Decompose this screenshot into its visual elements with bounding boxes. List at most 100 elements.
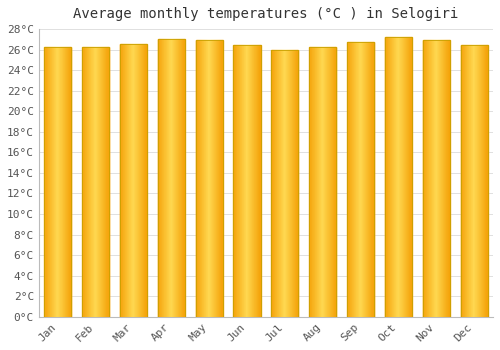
- Bar: [395, 37, 396, 317]
- Bar: [174, 39, 176, 317]
- Bar: [103, 47, 104, 317]
- Bar: [389, 37, 390, 317]
- Bar: [477, 46, 478, 317]
- Bar: [309, 47, 310, 317]
- Bar: [327, 47, 328, 317]
- Bar: [347, 42, 374, 317]
- Bar: [442, 40, 443, 317]
- Bar: [406, 37, 408, 317]
- Bar: [272, 50, 274, 317]
- Bar: [480, 46, 481, 317]
- Bar: [280, 50, 281, 317]
- Bar: [163, 39, 164, 317]
- Bar: [295, 50, 296, 317]
- Bar: [124, 44, 126, 317]
- Bar: [396, 37, 397, 317]
- Bar: [248, 46, 249, 317]
- Bar: [385, 37, 412, 317]
- Bar: [158, 39, 185, 317]
- Bar: [470, 46, 472, 317]
- Bar: [45, 47, 46, 317]
- Bar: [246, 46, 247, 317]
- Bar: [51, 47, 52, 317]
- Bar: [285, 50, 286, 317]
- Bar: [482, 46, 483, 317]
- Bar: [398, 37, 399, 317]
- Bar: [143, 44, 144, 317]
- Bar: [93, 47, 94, 317]
- Bar: [311, 47, 312, 317]
- Bar: [475, 46, 476, 317]
- Bar: [137, 44, 138, 317]
- Bar: [368, 42, 370, 317]
- Bar: [360, 42, 361, 317]
- Bar: [348, 42, 349, 317]
- Bar: [446, 40, 447, 317]
- Bar: [202, 40, 203, 317]
- Bar: [204, 40, 205, 317]
- Bar: [200, 40, 201, 317]
- Bar: [133, 44, 134, 317]
- Bar: [144, 44, 145, 317]
- Bar: [46, 47, 47, 317]
- Bar: [44, 47, 72, 317]
- Bar: [401, 37, 402, 317]
- Bar: [92, 47, 93, 317]
- Bar: [120, 44, 147, 317]
- Bar: [241, 46, 242, 317]
- Bar: [179, 39, 180, 317]
- Bar: [436, 40, 437, 317]
- Bar: [350, 42, 351, 317]
- Bar: [326, 47, 327, 317]
- Bar: [218, 40, 220, 317]
- Bar: [292, 50, 293, 317]
- Bar: [486, 46, 487, 317]
- Bar: [483, 46, 484, 317]
- Bar: [257, 46, 258, 317]
- Bar: [63, 47, 64, 317]
- Bar: [437, 40, 438, 317]
- Bar: [96, 47, 97, 317]
- Bar: [440, 40, 441, 317]
- Bar: [44, 47, 45, 317]
- Bar: [328, 47, 329, 317]
- Bar: [167, 39, 168, 317]
- Bar: [123, 44, 124, 317]
- Bar: [159, 39, 160, 317]
- Bar: [48, 47, 49, 317]
- Bar: [353, 42, 354, 317]
- Bar: [391, 37, 392, 317]
- Bar: [274, 50, 276, 317]
- Bar: [433, 40, 434, 317]
- Bar: [449, 40, 450, 317]
- Bar: [95, 47, 96, 317]
- Bar: [181, 39, 182, 317]
- Bar: [58, 47, 59, 317]
- Bar: [178, 39, 179, 317]
- Bar: [362, 42, 364, 317]
- Bar: [356, 42, 357, 317]
- Bar: [210, 40, 211, 317]
- Bar: [214, 40, 216, 317]
- Bar: [444, 40, 445, 317]
- Bar: [207, 40, 208, 317]
- Bar: [448, 40, 449, 317]
- Bar: [102, 47, 103, 317]
- Bar: [333, 47, 334, 317]
- Bar: [198, 40, 199, 317]
- Bar: [242, 46, 243, 317]
- Bar: [276, 50, 278, 317]
- Bar: [443, 40, 444, 317]
- Bar: [91, 47, 92, 317]
- Bar: [120, 44, 121, 317]
- Bar: [438, 40, 439, 317]
- Bar: [205, 40, 206, 317]
- Bar: [62, 47, 63, 317]
- Bar: [424, 40, 426, 317]
- Bar: [324, 47, 325, 317]
- Bar: [49, 47, 50, 317]
- Bar: [212, 40, 213, 317]
- Bar: [201, 40, 202, 317]
- Bar: [90, 47, 91, 317]
- Bar: [293, 50, 294, 317]
